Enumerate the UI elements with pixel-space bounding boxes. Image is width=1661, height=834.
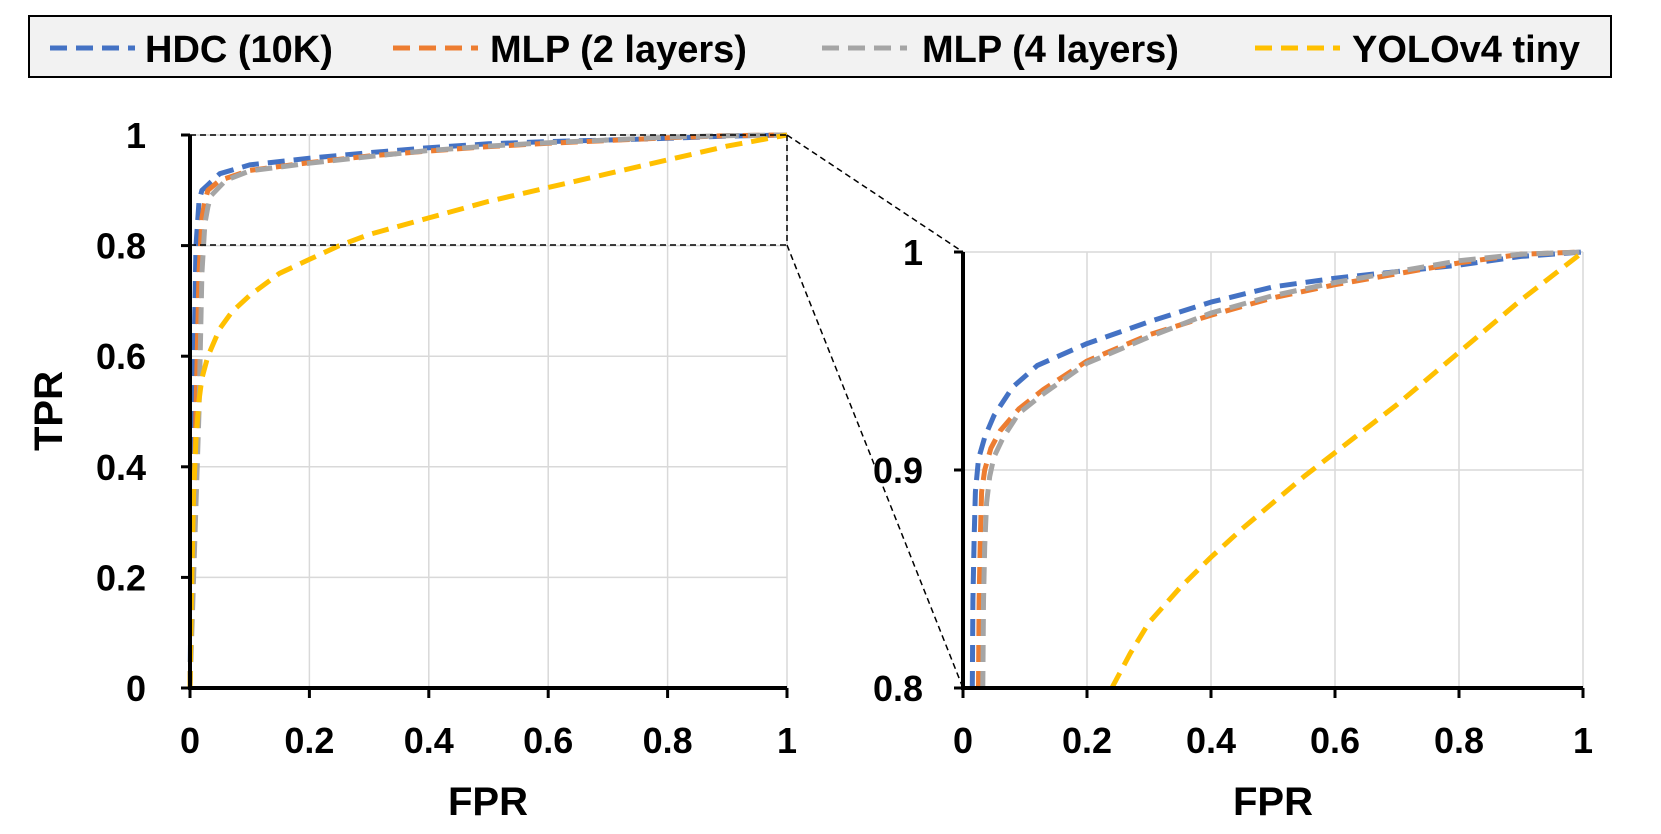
legend-label-yolo: YOLOv4 tiny	[1352, 29, 1580, 71]
main-x-tick-label: 0.6	[523, 720, 573, 761]
legend-item-mlp4: MLP (4 layers)	[822, 29, 1179, 71]
zoom-x-tick-label: 0.4	[1186, 720, 1236, 761]
main-x-axis-title: FPR	[448, 780, 528, 824]
main-y-tick-label: 0.4	[96, 447, 146, 488]
roc-chart-main: 0 0.2 0.4 0.6 0.8 1 0 0.2 0.4 0.6 0.8 1 FPR TPR	[27, 115, 797, 824]
main-series-yolov4-tiny	[187, 132, 788, 689]
main-series-mlp-2-layers	[187, 132, 788, 689]
zoom-y-tick-label: 0.9	[873, 450, 923, 491]
main-x-tick-label: 0.4	[404, 720, 454, 761]
zoom-y-tick-label: 0.8	[873, 668, 923, 709]
legend-box	[28, 15, 1612, 78]
zoom-series-mlp-4-layers	[980, 249, 1584, 689]
legend: HDC (10K) MLP (2 layers) MLP (4 layers) …	[28, 15, 1612, 78]
zoom-x-tick-label: 1	[1573, 720, 1593, 761]
legend-item-hdc: HDC (10K)	[50, 29, 333, 71]
main-y-tick-label: 0.8	[96, 226, 146, 267]
zoom-series-yolov4-tiny	[1109, 250, 1585, 690]
legend-label-mlp4: MLP (4 layers)	[922, 29, 1179, 71]
legend-item-yolo: YOLOv4 tiny	[1255, 29, 1580, 71]
zoom-x-axis-title: FPR	[1233, 780, 1313, 824]
legend-item-mlp2: MLP (2 layers)	[393, 29, 747, 71]
main-y-tick-label: 0.6	[96, 336, 146, 377]
zoom-x-tick-label: 0	[953, 720, 973, 761]
main-series-mlp-4-layers	[187, 132, 788, 689]
main-y-tick-label: 1	[126, 115, 146, 156]
zoom-x-tick-label: 0.8	[1434, 720, 1484, 761]
roc-chart-zoom: 0.8 0.9 1 0 0.2 0.4 0.6 0.8 1 FPR	[873, 232, 1593, 824]
main-y-axis-title: TPR	[27, 371, 71, 451]
main-y-tick-label: 0.2	[96, 557, 146, 598]
zoom-series-hdc-10k	[969, 249, 1584, 689]
main-x-tick-label: 0.2	[284, 720, 334, 761]
zoom-x-tick-label: 0.2	[1062, 720, 1112, 761]
zoom-series-mlp-2-layers	[976, 249, 1584, 689]
zoom-connector-top	[786, 134, 964, 253]
legend-label-mlp2: MLP (2 layers)	[490, 29, 747, 71]
main-y-tick-label: 0	[126, 668, 146, 709]
legend-label-hdc: HDC (10K)	[145, 29, 333, 71]
zoom-guides	[190, 134, 964, 689]
main-series-hdc-10k	[187, 132, 788, 689]
zoom-y-tick-label: 1	[903, 232, 923, 273]
main-x-tick-label: 1	[777, 720, 797, 761]
zoom-x-tick-label: 0.6	[1310, 720, 1360, 761]
main-x-tick-label: 0	[180, 720, 200, 761]
main-x-tick-label: 0.8	[643, 720, 693, 761]
